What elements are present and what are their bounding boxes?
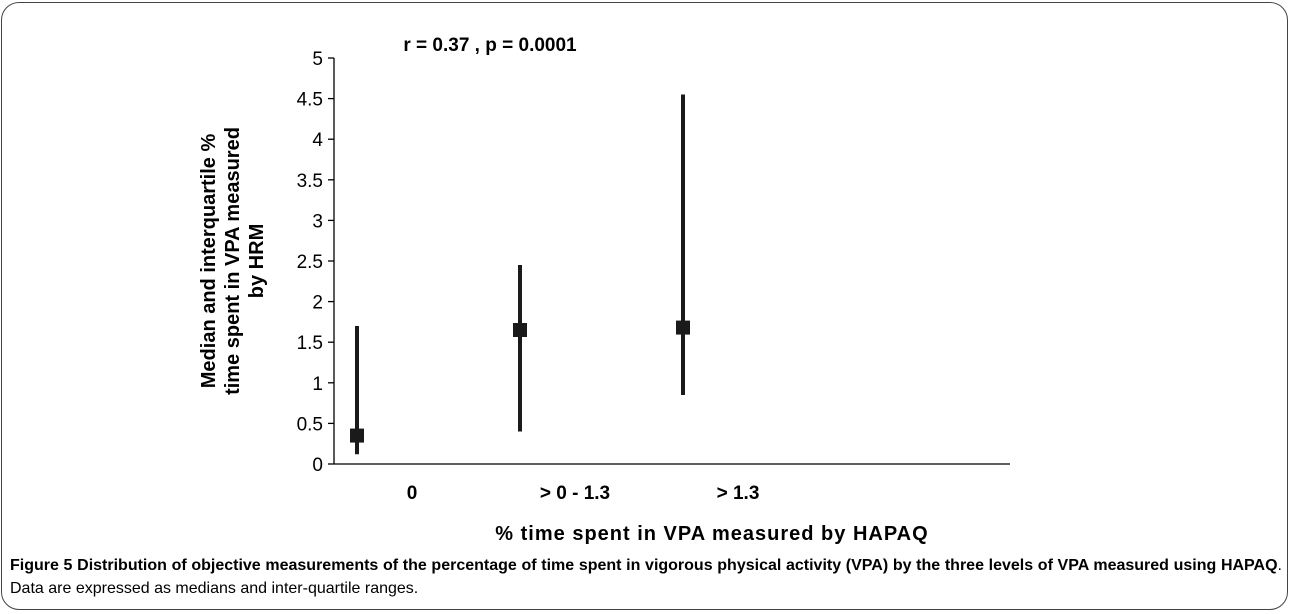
y-axis-title-line-2: time spent in VPA measured	[222, 127, 244, 395]
y-axis-title-line-1: Median and interquartile %	[198, 134, 220, 389]
y-axis-title-line-3: by HRM	[246, 224, 268, 298]
median-marker	[350, 428, 364, 443]
caption-bold-text: Distribution of objective measurements o…	[77, 557, 1278, 574]
x-axis: 0 > 0 - 1.3 > 1.3	[334, 463, 1010, 504]
caption-label: Figure 5	[10, 557, 73, 574]
x-tick-label: > 0 - 1.3	[540, 483, 610, 504]
y-tick-label: 1.5	[297, 333, 323, 354]
median-marker	[513, 323, 527, 338]
figure-caption: Figure 5 Distribution of objective measu…	[10, 554, 1282, 600]
y-tick-label: 2	[312, 293, 323, 314]
y-tick-label: 1	[312, 374, 323, 395]
x-tick-label: > 1.3	[717, 483, 760, 504]
y-tick-label: 0.5	[297, 414, 323, 435]
caption-rest-text: . Data are expressed as medians and inte…	[10, 557, 1282, 597]
y-axis: 0 0.5 1 1.5 2 2.5 3 3.5 4 4.5 5	[297, 49, 335, 476]
y-tick-label: 0	[312, 455, 323, 476]
y-axis-title: Median and interquartile % time spent in…	[198, 127, 268, 395]
x-axis-title: % time spent in VPA measured by HAPAQ	[495, 523, 928, 545]
y-tick-label: 4	[312, 130, 323, 151]
median-marker	[676, 320, 690, 335]
chart: r = 0.37 , p = 0.0001 Median and interqu…	[198, 35, 1010, 545]
y-tick-label: 3	[312, 211, 323, 232]
y-tick-label: 4.5	[297, 90, 323, 111]
y-tick-label: 2.5	[297, 252, 323, 273]
y-tick-label: 5	[312, 49, 323, 70]
chart-title: r = 0.37 , p = 0.0001	[403, 35, 577, 56]
y-tick-label: 3.5	[297, 171, 323, 192]
data-marks	[350, 94, 690, 455]
x-tick-label: 0	[407, 483, 418, 504]
